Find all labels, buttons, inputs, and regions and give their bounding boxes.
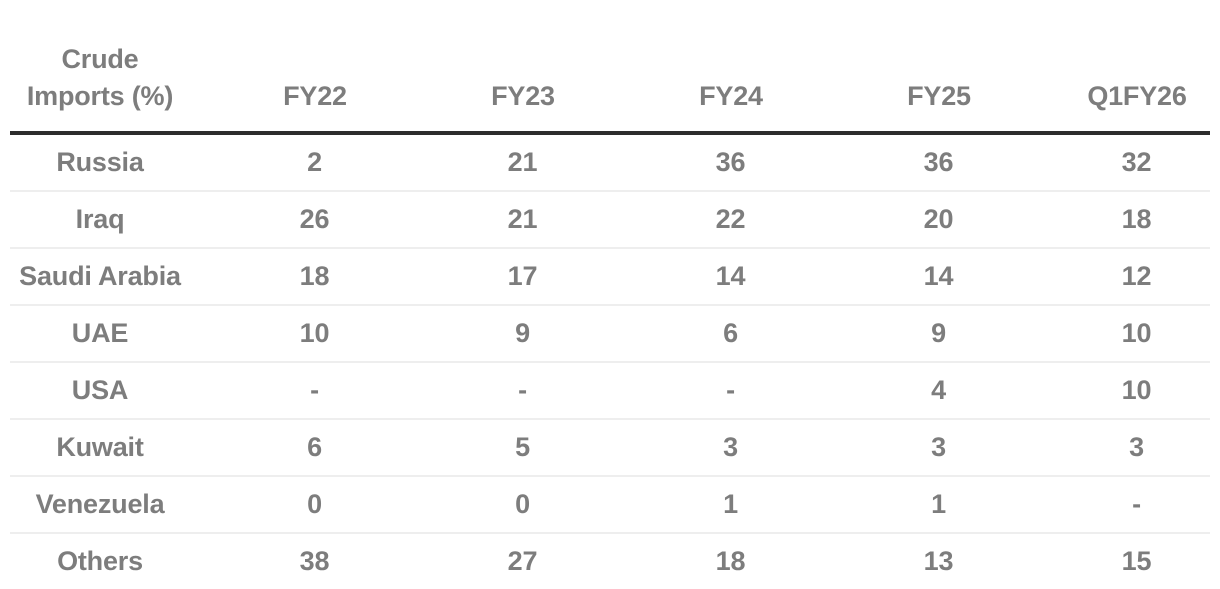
value-cell: 5 [515,432,530,462]
table-row-russia: Russia 2 21 36 36 32 [10,133,1210,191]
value-cell: 12 [1121,261,1152,291]
col-header-fy22: FY22 [283,81,347,111]
value-cell: 14 [715,261,746,291]
table-body: Russia 2 21 36 36 32 Iraq 26 21 22 20 18… [10,133,1210,589]
row-label: Saudi Arabia [19,261,181,291]
value-cell: - [518,375,527,405]
value-cell: 6 [307,432,322,462]
table-header: Crude Imports (%) FY22 FY23 FY24 FY25 Q1… [10,0,1210,133]
crude-imports-table: Crude Imports (%) FY22 FY23 FY24 FY25 Q1… [10,0,1210,589]
col-header-fy25: FY25 [907,81,971,111]
value-cell: 2 [307,147,322,177]
table-row-uae: UAE 10 9 6 9 10 [10,305,1210,362]
value-cell: 27 [507,546,538,576]
value-cell: 32 [1121,147,1152,177]
col-header-q1fy26: Q1FY26 [1087,81,1187,111]
value-cell: 10 [1121,318,1152,348]
value-cell: 18 [715,546,746,576]
value-cell: - [310,375,319,405]
value-cell: 17 [507,261,538,291]
table-row-venezuela: Venezuela 0 0 1 1 - [10,476,1210,533]
table-row-saudi-arabia: Saudi Arabia 18 17 14 14 12 [10,248,1210,305]
value-cell: 38 [299,546,330,576]
row-label: UAE [71,318,129,348]
value-cell: 21 [507,204,538,234]
value-cell: 36 [715,147,746,177]
value-cell: 21 [507,147,538,177]
value-cell: 9 [515,318,530,348]
col-header-fy24: FY24 [699,81,763,111]
value-cell: 18 [1121,204,1152,234]
value-cell: 3 [723,432,738,462]
value-cell: 10 [1121,375,1152,405]
value-cell: 6 [723,318,738,348]
value-cell: 26 [299,204,330,234]
row-label: Kuwait [56,432,144,462]
row-label: USA [71,375,129,405]
value-cell: 20 [923,204,954,234]
row-label: Others [57,546,143,576]
header-row: Crude Imports (%) FY22 FY23 FY24 FY25 Q1… [10,0,1210,133]
row-label: Russia [56,147,144,177]
value-cell: 9 [931,318,946,348]
value-cell: 3 [931,432,946,462]
value-cell: - [1132,489,1141,519]
value-cell: 14 [923,261,954,291]
table-row-kuwait: Kuwait 6 5 3 3 3 [10,419,1210,476]
value-cell: 22 [715,204,746,234]
corner-header: Crude Imports (%) [26,44,174,111]
value-cell: 10 [299,318,330,348]
value-cell: 36 [923,147,954,177]
table-row-usa: USA - - - 4 10 [10,362,1210,419]
table-row-iraq: Iraq 26 21 22 20 18 [10,191,1210,248]
value-cell: 13 [923,546,954,576]
value-cell: 1 [931,489,946,519]
value-cell: - [726,375,735,405]
value-cell: 18 [299,261,330,291]
table-row-others: Others 38 27 18 13 15 [10,533,1210,589]
col-header-fy23: FY23 [491,81,555,111]
row-label: Venezuela [35,489,165,519]
row-label: Iraq [75,204,125,234]
value-cell: 0 [515,489,530,519]
value-cell: 0 [307,489,322,519]
value-cell: 3 [1129,432,1144,462]
value-cell: 1 [723,489,738,519]
value-cell: 15 [1121,546,1152,576]
value-cell: 4 [931,375,946,405]
